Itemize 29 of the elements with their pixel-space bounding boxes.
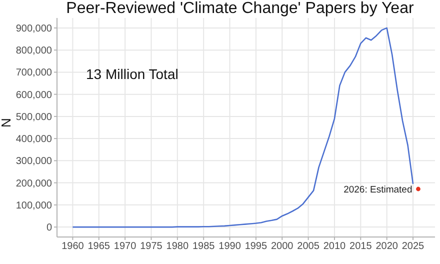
y-tick-label: 200,000 <box>16 178 52 190</box>
annotation: 13 Million Total <box>86 66 178 82</box>
x-tick-label: 2010 <box>323 241 346 252</box>
y-tick-label: 600,000 <box>16 90 52 101</box>
y-tick-label: 500,000 <box>16 112 52 123</box>
x-tick-label: 1960 <box>62 241 84 252</box>
x-tick-label: 1970 <box>114 241 137 252</box>
y-tick-label: 300,000 <box>16 156 52 168</box>
x-tick-label: 1995 <box>244 241 268 252</box>
x-tick-label: 1990 <box>218 241 242 252</box>
chart-title: Peer-Reviewed 'Climate Change' Papers by Year <box>65 0 415 18</box>
x-tick-label: 1965 <box>88 241 110 252</box>
y-axis-title: N <box>0 118 14 128</box>
x-tick-label: 1985 <box>192 241 216 252</box>
x-tick-label: 1975 <box>140 241 163 252</box>
x-tick-label: 2025 <box>402 241 425 252</box>
y-tick-label: 400,000 <box>16 134 52 146</box>
y-tick-label: 100,000 <box>16 200 52 212</box>
y-tick-label: 800,000 <box>16 46 52 57</box>
x-tick-label: 2005 <box>297 241 320 252</box>
y-tick-label: 700,000 <box>16 68 52 79</box>
x-tick-label: 2020 <box>376 241 398 252</box>
y-tick-label: 900,000 <box>16 24 52 35</box>
line-series <box>72 27 414 228</box>
x-tick-label: 2000 <box>271 241 294 252</box>
x-tick-label: 2015 <box>350 241 372 252</box>
annotation: 2026: Estimated <box>344 184 412 196</box>
y-tick-label: 0 <box>46 222 52 234</box>
x-tick-label: 1980 <box>166 241 189 252</box>
